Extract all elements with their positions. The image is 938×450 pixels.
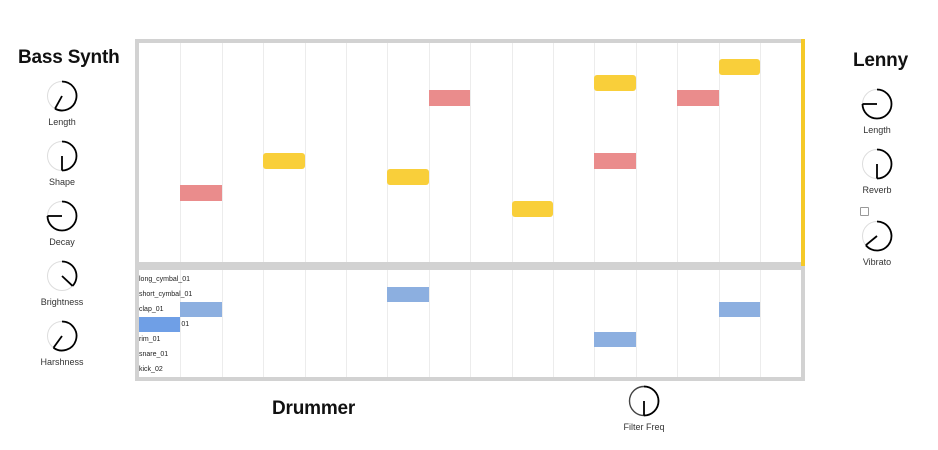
lenny-reverb-label: Reverb bbox=[862, 185, 892, 195]
drum-step[interactable] bbox=[718, 302, 760, 317]
lenny-length-label: Length bbox=[863, 125, 891, 135]
bass-length-label: Length bbox=[48, 117, 76, 127]
bass-harshness-knob[interactable]: Harshness bbox=[22, 320, 102, 367]
drum-track-label: 01 bbox=[181, 321, 190, 328]
drum-step[interactable] bbox=[139, 317, 181, 332]
drum-track-label: rim_01 bbox=[139, 336, 161, 343]
drum-step[interactable] bbox=[387, 287, 429, 302]
lenny-title: Lenny bbox=[853, 50, 908, 71]
bass-decay-label: Decay bbox=[49, 237, 75, 247]
bass-decay-knob[interactable]: Decay bbox=[22, 200, 102, 247]
vibrato-checkbox[interactable] bbox=[860, 207, 869, 216]
drum-track-label: clap_01 bbox=[139, 306, 164, 313]
drum-sequencer[interactable]: long_cymbal_01 short_cymbal_01 clap_01 01 ri… bbox=[139, 270, 801, 377]
melody-note[interactable] bbox=[594, 153, 636, 170]
playhead bbox=[801, 39, 805, 266]
drum-step[interactable] bbox=[594, 332, 636, 347]
melody-note[interactable] bbox=[677, 90, 719, 107]
bass-brightness-label: Brightness bbox=[40, 297, 84, 307]
drummer-title: Drummer bbox=[272, 398, 356, 419]
drum-track-label: kick_02 bbox=[139, 366, 163, 373]
bass-shape-label: Shape bbox=[48, 177, 76, 187]
bass-length-knob[interactable]: Length bbox=[22, 80, 102, 127]
lenny-vibrato-label: Vibrato bbox=[862, 257, 892, 267]
bass-shape-knob[interactable]: Shape bbox=[22, 140, 102, 187]
filter-freq-knob[interactable]: Filter Freq bbox=[604, 385, 684, 432]
bass-brightness-knob[interactable]: Brightness bbox=[22, 260, 102, 307]
melody-note[interactable] bbox=[594, 74, 636, 91]
lenny-reverb-knob[interactable]: Reverb bbox=[837, 148, 917, 195]
melody-note[interactable] bbox=[718, 58, 760, 75]
melody-note[interactable] bbox=[387, 169, 429, 185]
drum-track-label: long_cymbal_01 bbox=[139, 276, 190, 283]
drum-track-label: short_cymbal_01 bbox=[139, 291, 193, 298]
bass-synth-title: Bass Synth bbox=[18, 47, 120, 68]
melody-note[interactable] bbox=[511, 200, 553, 217]
lenny-vibrato-knob[interactable]: Vibrato bbox=[837, 220, 917, 267]
melody-note[interactable] bbox=[180, 184, 222, 201]
bass-harshness-label: Harshness bbox=[40, 357, 84, 367]
lenny-length-knob[interactable]: Length bbox=[837, 88, 917, 135]
filter-freq-label: Filter Freq bbox=[623, 422, 665, 432]
drum-track-label: snare_01 bbox=[139, 351, 169, 358]
melody-note[interactable] bbox=[428, 90, 471, 107]
drum-step[interactable] bbox=[180, 302, 222, 317]
melody-note[interactable] bbox=[263, 153, 305, 170]
melody-piano-roll[interactable] bbox=[139, 43, 801, 262]
